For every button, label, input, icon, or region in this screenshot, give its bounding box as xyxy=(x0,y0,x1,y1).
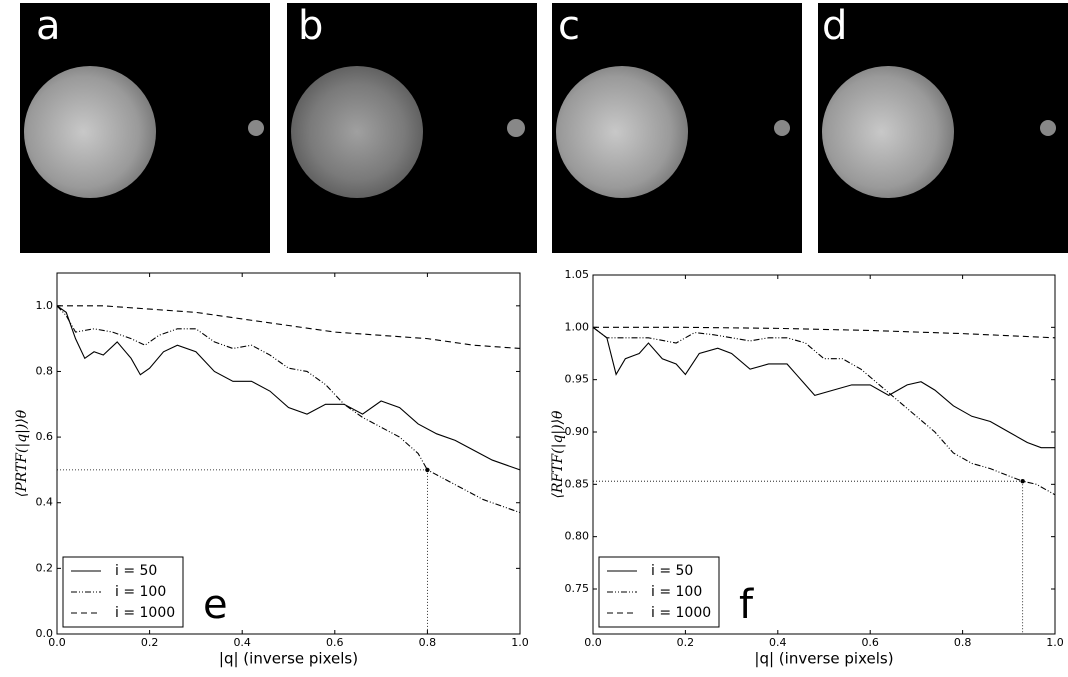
marker-point xyxy=(1020,478,1025,484)
plot-frame xyxy=(592,274,1056,635)
legend-label: i = 1000 xyxy=(651,605,711,621)
x-tick-label: 0.2 xyxy=(677,636,695,649)
y-tick-label: 0.8 xyxy=(36,364,54,377)
y-axis-label: ⟨PRTF(|q|)⟩θ xyxy=(14,409,30,497)
y-tick-label: 0.85 xyxy=(565,477,590,490)
x-axis-label: |q| (inverse pixels) xyxy=(219,650,358,668)
y-tick-label: 0.2 xyxy=(36,561,54,574)
panel-label: e xyxy=(203,582,228,628)
y-axis-label: ⟨RFTF(|q|)⟩θ xyxy=(550,410,566,499)
panel-c: c xyxy=(552,3,802,253)
plot-frame xyxy=(56,272,521,635)
panel-label: d xyxy=(822,3,847,49)
legend-label: i = 100 xyxy=(115,584,166,600)
y-tick-label: 0.95 xyxy=(565,373,590,386)
panel-label: c xyxy=(558,3,580,49)
legend-label: i = 50 xyxy=(115,563,157,579)
series-line xyxy=(57,305,521,350)
y-tick-label: 0.6 xyxy=(36,430,54,443)
panel-label: a xyxy=(36,3,61,49)
y-tick-label: 1.0 xyxy=(36,299,54,312)
marker-point xyxy=(425,467,430,473)
x-tick-label: 1.0 xyxy=(511,636,529,649)
panel-b: b xyxy=(287,3,537,253)
y-tick-label: 0.90 xyxy=(565,425,590,438)
x-axis-label: |q| (inverse pixels) xyxy=(754,650,893,668)
x-tick-label: 0.2 xyxy=(141,636,159,649)
y-tick-label: 0.80 xyxy=(565,530,590,543)
x-tick-label: 1.0 xyxy=(1046,636,1064,649)
x-tick-label: 0.6 xyxy=(861,636,879,649)
x-tick-label: 0.4 xyxy=(769,636,787,649)
y-tick-label: 0.75 xyxy=(565,582,590,595)
legend-label: i = 100 xyxy=(651,584,702,600)
series-line xyxy=(56,305,521,514)
panel-a: a xyxy=(20,3,270,253)
x-tick-label: 0.0 xyxy=(584,636,602,649)
x-tick-label: 0.8 xyxy=(954,636,972,649)
series-line xyxy=(593,326,1056,339)
panel-d: d xyxy=(818,3,1068,253)
y-tick-label: 1.05 xyxy=(565,268,590,281)
x-tick-label: 0.8 xyxy=(419,636,437,649)
series-line xyxy=(592,326,1056,496)
series-line xyxy=(592,326,1055,449)
legend-label: i = 1000 xyxy=(115,605,175,621)
panel-label: b xyxy=(298,3,323,49)
x-tick-label: 0.4 xyxy=(233,636,251,649)
y-tick-label: 0.0 xyxy=(36,627,54,640)
y-tick-label: 0.4 xyxy=(36,496,54,509)
legend-label: i = 50 xyxy=(651,563,693,579)
x-tick-label: 0.6 xyxy=(326,636,344,649)
series-line xyxy=(56,305,521,471)
y-tick-label: 1.00 xyxy=(565,320,590,333)
panel-label: f xyxy=(739,582,754,628)
x-tick-label: 0.0 xyxy=(48,636,66,649)
